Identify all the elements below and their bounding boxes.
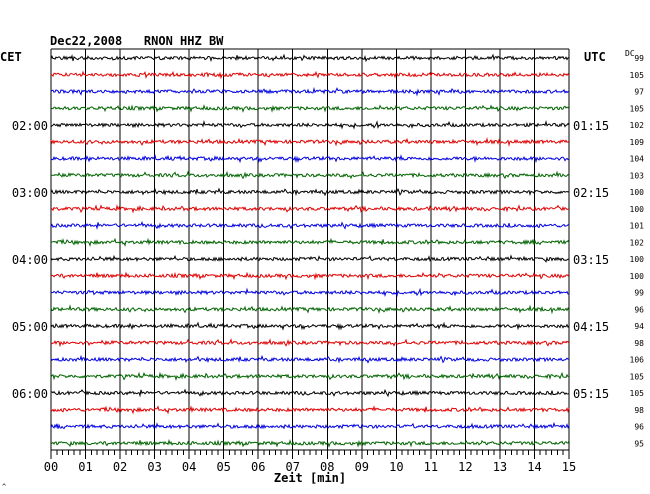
trace-10 [50,204,570,214]
x-tick-label: 13 [493,460,507,474]
x-tick-label: 14 [527,460,541,474]
seismic-traces [50,53,570,448]
trace-11 [50,220,570,230]
dc-value: 99 [634,54,644,63]
dc-value: 105 [630,71,645,80]
left-hour-label: 06:00 [12,387,48,401]
dc-value: 104 [630,155,645,164]
trace-23 [50,421,570,430]
right-hour-label: 01:15 [573,119,609,133]
x-tick-label: 00 [44,460,58,474]
left-hour-label: 05:00 [12,320,48,334]
dc-value: 99 [634,289,644,298]
trace-12 [50,237,570,247]
trace-21 [50,388,570,398]
left-timezone-label: CET [0,50,22,64]
left-hour-label: 03:00 [12,186,48,200]
trace-24 [50,438,570,448]
dc-value: 97 [634,88,644,97]
x-axis: 00 01 02 03 04 05 06 07 08 09 10 11 12 13 14 15 [44,449,576,474]
x-axis-title: Zeit [min] [274,471,346,485]
dc-value: 100 [630,205,645,214]
x-tick-label: 12 [458,460,472,474]
trace-4 [50,104,570,113]
x-tick-label: 08 [320,460,334,474]
dc-value: 102 [630,238,645,247]
dc-value: 101 [630,222,645,231]
trace-18 [50,338,570,348]
trace-20 [50,371,570,381]
dc-value: 106 [630,356,645,365]
trace-1 [50,53,570,63]
dc-value: 100 [630,255,645,264]
trace-5 [50,120,570,130]
corner-mark: ^ [2,483,6,491]
x-tick-label: 15 [562,460,576,474]
dc-value: 109 [630,138,645,147]
trace-6 [50,137,570,147]
dc-value: 94 [634,322,644,331]
dc-column-label: DC [625,49,635,58]
x-tick-label: 04 [182,460,196,474]
hour-labels: 02:00 03:00 04:00 05:00 06:00 01:15 02:15 03:15… [12,119,609,401]
x-tick-label: 02 [113,460,127,474]
left-hour-label: 04:00 [12,253,48,267]
grid [50,48,570,450]
right-timezone-label: UTC [584,50,606,64]
right-hour-label: 05:15 [573,387,609,401]
trace-17 [50,321,570,331]
trace-9 [50,187,570,197]
dc-value: 98 [634,339,644,348]
trace-13 [50,254,570,263]
dc-value: 105 [630,372,645,381]
chart-title: Dec22,2008 RNON HHZ BW [50,34,224,48]
dc-value: 103 [630,171,645,180]
dc-value: 95 [634,439,644,448]
trace-22 [50,405,570,415]
x-tick-label: 06 [251,460,265,474]
trace-19 [50,354,569,364]
dc-value: 100 [630,188,645,197]
x-tick-label: 07 [286,460,300,474]
trace-14 [50,271,570,281]
right-hour-label: 02:15 [573,186,609,200]
dc-value: 100 [630,272,645,281]
trace-7 [50,154,570,164]
dc-value: 96 [634,423,644,432]
dc-value: 98 [634,406,644,415]
trace-2 [50,70,570,80]
dc-value: 96 [634,305,644,314]
dc-value: 102 [630,121,645,130]
trace-3 [50,86,570,97]
right-hour-label: 03:15 [573,253,609,267]
x-tick-label: 01 [78,460,92,474]
x-tick-label: 10 [389,460,403,474]
x-tick-label: 11 [424,460,438,474]
x-tick-label: 05 [216,460,230,474]
x-tick-label: 03 [147,460,161,474]
trace-16 [50,304,570,315]
dc-offset-labels: 99 105 97 105 102 109 104 103 100 100 101 102 100 100… [630,54,645,448]
x-tick-label: 09 [355,460,369,474]
dc-value: 105 [630,389,645,398]
left-hour-label: 02:00 [12,119,48,133]
trace-8 [50,170,570,180]
right-hour-label: 04:15 [573,320,609,334]
trace-15 [50,287,570,298]
dc-value: 105 [630,104,645,113]
